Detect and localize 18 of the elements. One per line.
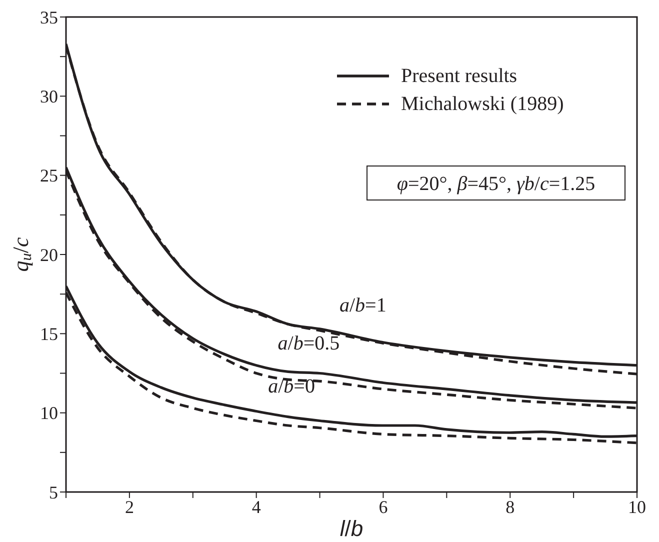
x-tick-label: 4: [252, 496, 261, 517]
x-tick-label: 10: [628, 496, 646, 517]
x-axis-title: l/b: [340, 516, 364, 541]
legend-label: Michalowski (1989): [401, 92, 564, 116]
x-tick-label: 8: [506, 496, 515, 517]
y-tick-label: 35: [40, 7, 58, 28]
y-tick-label: 25: [40, 166, 58, 186]
y-tick-label: 20: [40, 244, 58, 265]
y-tick-label: 30: [40, 86, 58, 107]
annotation: a/b=1: [340, 294, 386, 316]
annotation: φ=20°, β=45°, γb/c=1.25: [396, 173, 596, 195]
y-tick-label: 15: [40, 324, 58, 344]
x-tick-label: 2: [124, 496, 134, 517]
legend-label: Present results: [401, 64, 518, 88]
y-tick-label: 5: [49, 482, 58, 502]
y-tick-label: 10: [40, 403, 58, 424]
annotation: a/b=0.5: [278, 332, 340, 354]
x-tick-label: 6: [378, 496, 388, 517]
